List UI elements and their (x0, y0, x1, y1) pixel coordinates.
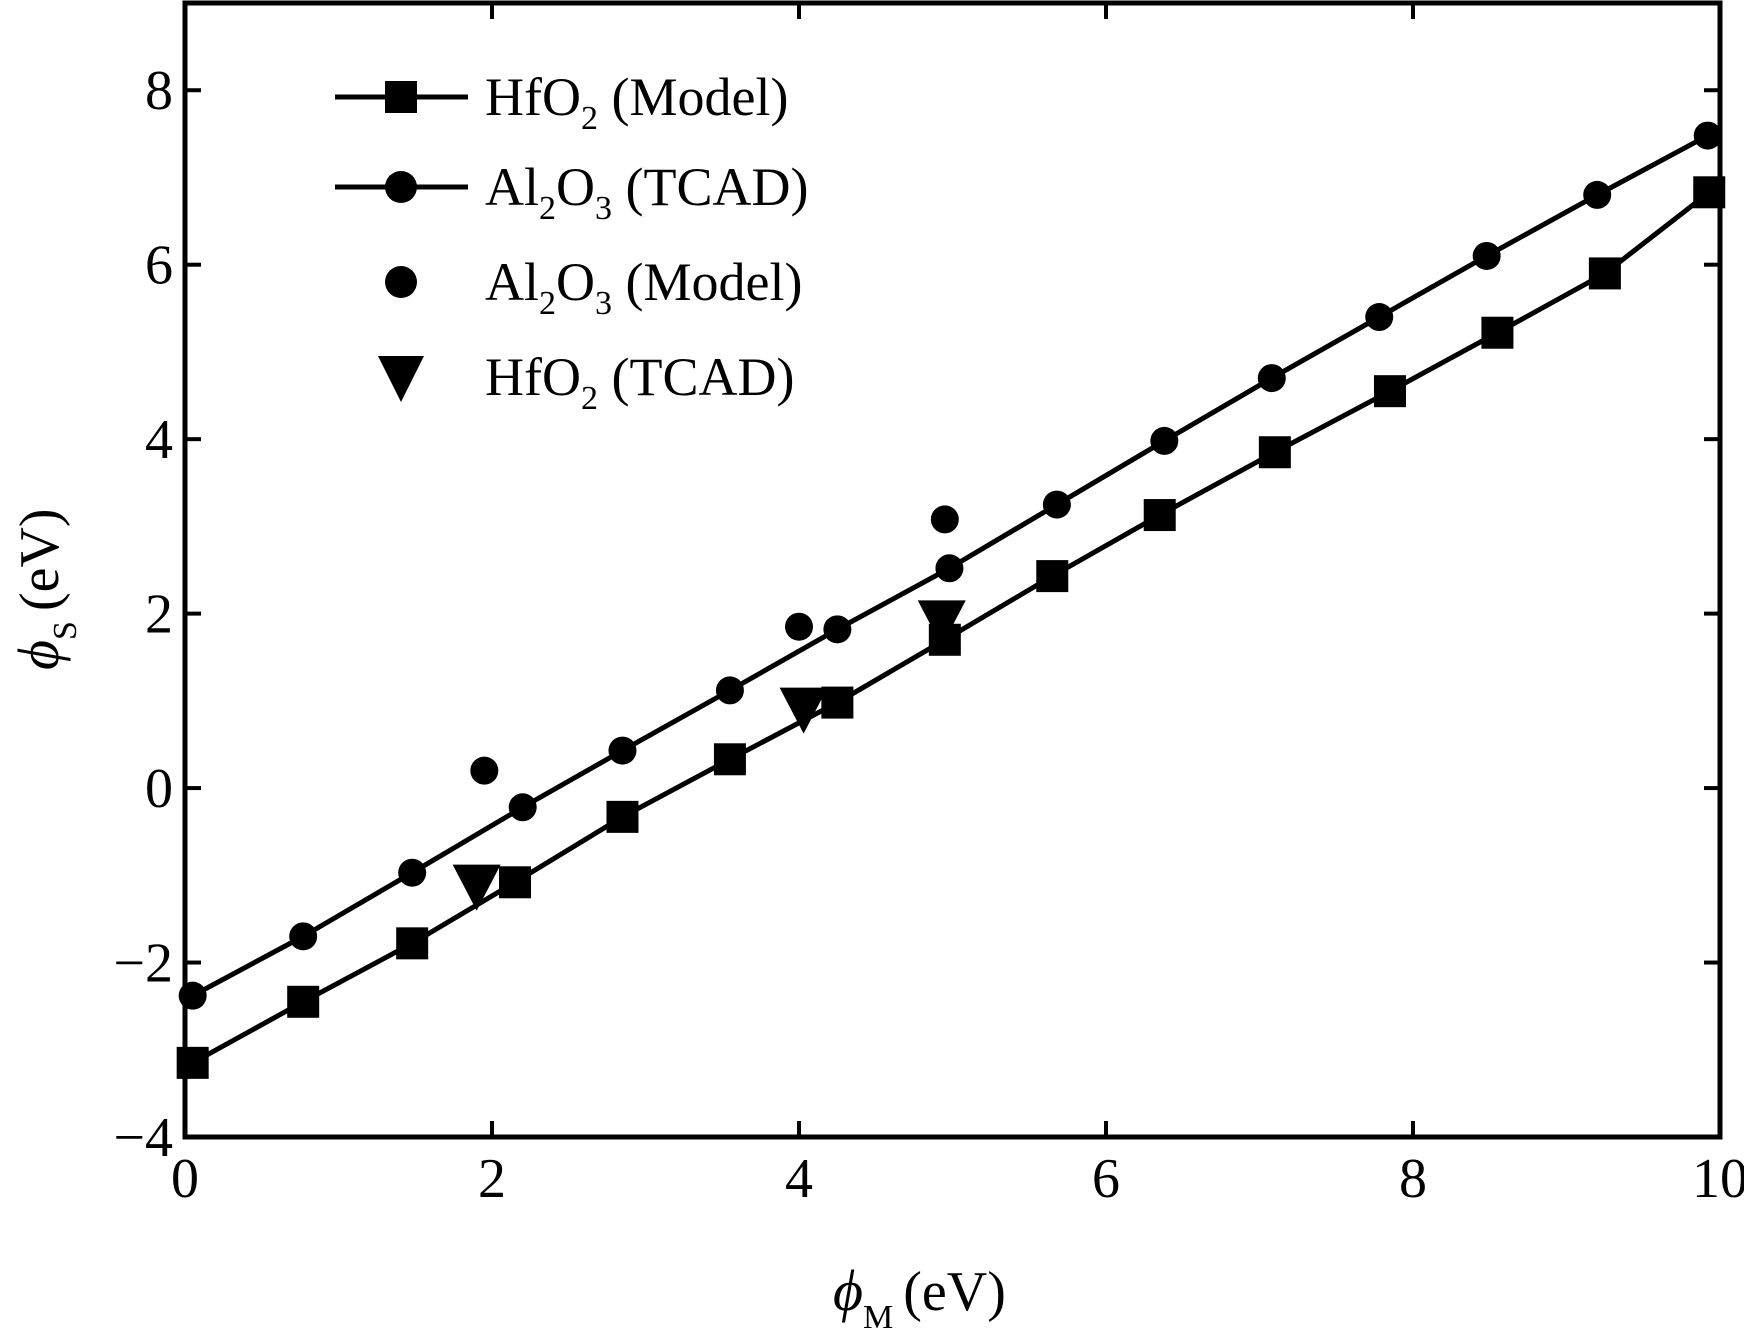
legend-label-hfo2-tcad: HfO2 (TCAD) (485, 347, 794, 417)
square-marker (821, 686, 854, 719)
square-marker (1143, 499, 1176, 532)
square-marker (1481, 316, 1514, 349)
circle-marker (930, 505, 959, 534)
y-tick-label: −4 (113, 1107, 173, 1169)
circle-marker (1365, 303, 1394, 332)
square-marker (713, 743, 746, 776)
circle-marker (1693, 121, 1722, 150)
triangle-marker (917, 600, 966, 647)
series-markers (176, 121, 1726, 1079)
x-tick-label: 8 (1399, 1148, 1427, 1210)
y-tick-label: 6 (145, 235, 173, 297)
legend-circle-marker (385, 266, 417, 298)
square-marker (1258, 436, 1291, 469)
series-lines (191, 133, 1711, 1066)
y-axis-title: ϕS(eV) (6, 508, 84, 670)
legend-entry-al2o3-model: Al2O3 (Model) (385, 252, 802, 322)
square-marker (287, 985, 320, 1018)
legend-entry-hfo2-tcad: HfO2 (TCAD) (378, 347, 794, 417)
circle-marker (470, 756, 499, 785)
circle-marker (608, 736, 637, 765)
legend-circle-marker (385, 171, 417, 203)
y-tick-label: −2 (113, 933, 173, 995)
plot-frame (182, 0, 1723, 1140)
x-tick-label: 10 (1692, 1148, 1744, 1210)
square-marker (176, 1046, 209, 1079)
x-axis-title: ϕM (eV) (833, 1258, 1006, 1329)
legend-triangle-marker (378, 356, 424, 402)
square-marker (396, 927, 429, 960)
legend-label-al2o3-model: Al2O3 (Model) (485, 252, 802, 322)
circle-marker (715, 676, 744, 705)
x-tick-label: 4 (785, 1148, 813, 1210)
triangle-marker (779, 687, 828, 734)
y-tick-label: 0 (145, 758, 173, 820)
legend-label-hfo2-model: HfO2 (Model) (485, 67, 788, 137)
circle-marker (508, 793, 537, 822)
y-tick-label: 2 (145, 584, 173, 646)
x-tick-label: 0 (171, 1148, 199, 1210)
circle-marker (1257, 364, 1286, 393)
x-tick-label: 6 (1092, 1148, 1120, 1210)
circle-marker (398, 858, 427, 887)
circle-marker (1042, 490, 1071, 519)
triangle-marker (452, 864, 501, 911)
legend-label-al2o3-tcad: Al2O3 (TCAD) (485, 157, 808, 227)
y-tick-label: 8 (145, 60, 173, 122)
legend: HfO2 (Model) Al2O3 (TCAD) Al2O3 (Model) … (335, 67, 808, 417)
circle-marker (1472, 241, 1501, 270)
circle-marker (935, 554, 964, 583)
square-marker (1693, 176, 1726, 209)
tick-labels: 0 2 4 6 8 10 −4 −2 0 2 4 6 8 (113, 60, 1744, 1210)
legend-entry-hfo2-model: HfO2 (Model) (335, 67, 788, 137)
circle-marker (823, 615, 852, 644)
circle-marker (289, 922, 318, 951)
axis-ticks (183, 3, 1722, 1139)
square-marker (1036, 560, 1069, 593)
circle-marker (785, 612, 813, 641)
legend-entry-al2o3-tcad: Al2O3 (TCAD) (335, 157, 808, 227)
square-marker (1373, 375, 1406, 408)
circle-marker (1583, 180, 1612, 209)
square-marker (606, 800, 639, 833)
legend-square-marker (385, 81, 417, 113)
circle-marker (178, 981, 207, 1010)
x-tick-label: 2 (478, 1148, 506, 1210)
square-marker (499, 866, 532, 899)
circle-marker (1150, 426, 1179, 455)
y-tick-label: 4 (145, 409, 173, 471)
square-marker (1588, 257, 1621, 290)
